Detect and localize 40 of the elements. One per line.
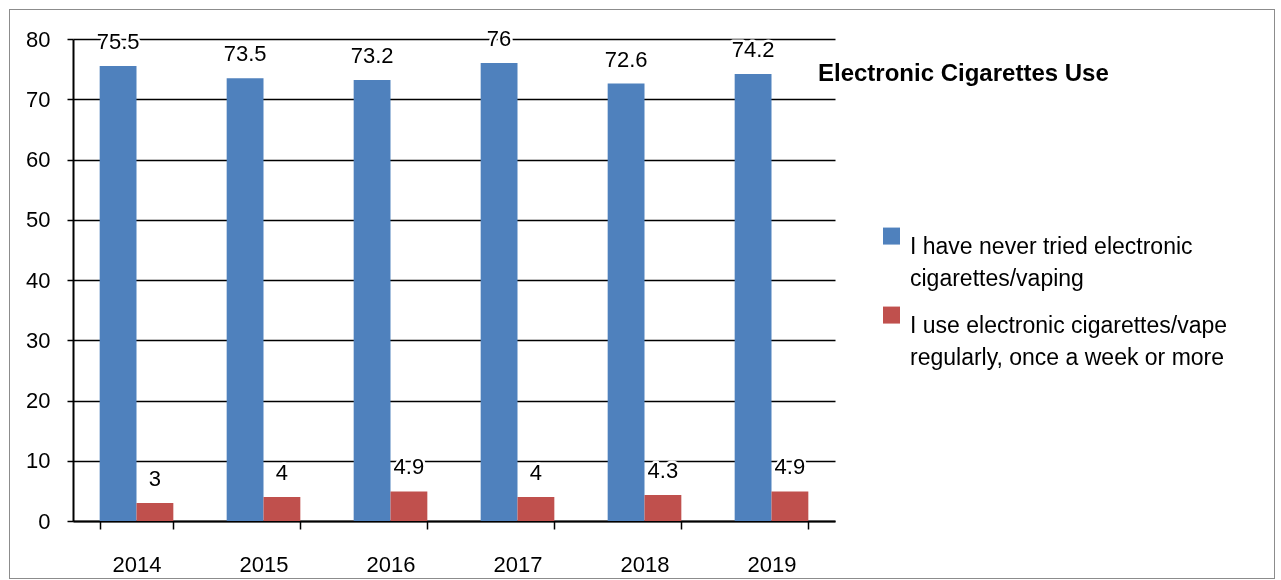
- data-label: 4: [529, 459, 543, 485]
- x-tick-label: 2017: [493, 551, 543, 577]
- data-label: 3: [148, 465, 162, 491]
- bar: [517, 496, 555, 521]
- y-tick-label: 20: [26, 388, 51, 413]
- bar: [263, 496, 301, 521]
- x-tick-label: 2015: [239, 551, 289, 577]
- bar: [644, 495, 682, 521]
- data-label: 4: [275, 459, 289, 485]
- data-label: 74.2: [731, 36, 775, 62]
- data-label: 73.5: [223, 41, 267, 67]
- x-tick-label: 2014: [112, 551, 162, 577]
- bar: [771, 491, 809, 521]
- data-label: 73.2: [350, 42, 394, 68]
- data-label: 4.3: [647, 458, 679, 484]
- y-tick-label: 80: [26, 26, 51, 52]
- x-tick-label: 2019: [747, 551, 797, 577]
- data-label: 72.6: [604, 46, 648, 72]
- legend-label: I use electronic cigarettes/vape regularly, once a week or more: [910, 312, 1228, 371]
- legend-label: I have never tried electronic cigarettes/vaping: [910, 233, 1193, 292]
- bar: [353, 79, 391, 521]
- bar: [136, 502, 174, 521]
- text: Electronic Cigarettes Use: [818, 59, 1109, 86]
- y-tick-label: 50: [26, 207, 51, 233]
- y-tick-label: 60: [26, 147, 51, 172]
- y-tick-label: 70: [26, 86, 51, 112]
- y-tick-label: 40: [26, 267, 51, 293]
- data-label: 4.9: [774, 454, 806, 480]
- bar: [99, 66, 137, 521]
- x-tick-label: 2016: [366, 551, 416, 577]
- bar: [390, 491, 428, 521]
- bar: [480, 63, 518, 521]
- y-tick-label: 10: [26, 448, 51, 474]
- x-tick-label: 2018: [620, 551, 670, 577]
- bar: [734, 73, 772, 521]
- bar: [226, 78, 264, 521]
- y-tick-label: 30: [26, 327, 51, 353]
- bar: [607, 83, 645, 521]
- y-tick-label: 0: [38, 508, 51, 534]
- data-label: 4.9: [393, 454, 425, 480]
